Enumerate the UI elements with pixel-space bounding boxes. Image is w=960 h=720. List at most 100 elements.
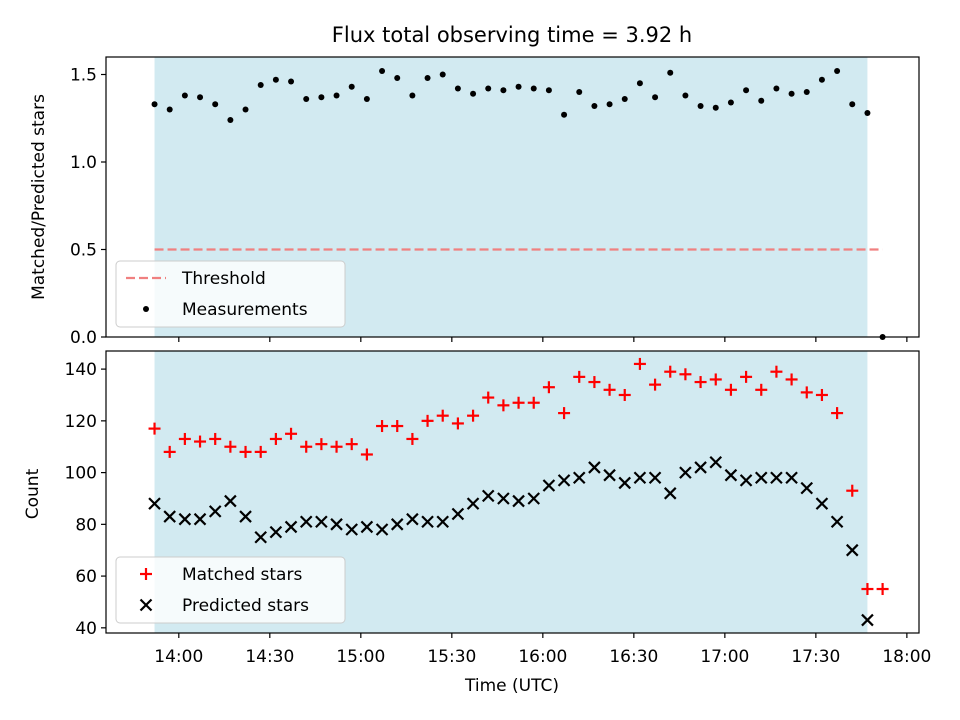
predicted-stars-point <box>800 481 814 495</box>
predicted-stars-point <box>588 461 601 474</box>
measurement-point <box>758 97 765 104</box>
x-tick-label: 15:30 <box>427 647 476 667</box>
predicted-stars-point-b <box>785 471 798 485</box>
predicted-stars-point <box>269 525 283 539</box>
measurement-point <box>834 68 841 74</box>
predicted-stars-point-b <box>633 471 647 485</box>
predicted-stars-point-b <box>315 515 328 529</box>
predicted-stars-point <box>572 471 586 485</box>
measurement-point <box>166 106 173 113</box>
x-tick-label: 14:00 <box>154 647 203 667</box>
x-tick-label: 17:00 <box>700 647 749 667</box>
matched-stars-point <box>391 420 404 433</box>
matched-stars-point <box>406 432 419 445</box>
matched-stars-point <box>679 368 692 381</box>
matched-stars-point <box>376 420 389 433</box>
predicted-stars-point <box>163 510 176 523</box>
predicted-stars-point-b <box>375 523 389 536</box>
bottom-axes-frame <box>105 350 920 634</box>
predicted-stars-point-b <box>163 510 176 523</box>
predicted-stars-point-b <box>224 494 237 508</box>
predicted-stars-point-b <box>269 525 283 539</box>
measurement-point <box>363 96 370 102</box>
measurement-point <box>379 68 386 74</box>
predicted-stars-point <box>193 512 207 526</box>
predicted-stars-point <box>345 523 358 536</box>
predicted-stars-point-b <box>648 471 662 485</box>
matched-stars-point <box>497 399 510 412</box>
predicted-stars-point-b <box>284 520 298 534</box>
measurement-point <box>181 92 188 99</box>
predicted-stars-point <box>148 497 161 510</box>
matched-stars-point <box>770 365 783 378</box>
matched-stars-point <box>633 357 646 370</box>
matched-stars-point <box>512 396 525 409</box>
predicted-stars-point-b <box>754 471 768 485</box>
measurement-point <box>151 101 158 108</box>
predicted-stars-point <box>390 518 404 531</box>
predicted-stars-point <box>254 530 267 544</box>
top-y-axis-label: Matched/Predicted stars <box>29 94 49 300</box>
predicted-stars-point <box>557 474 571 487</box>
predicted-stars-point-b <box>345 523 358 536</box>
measurement-point <box>788 90 795 97</box>
measurement-point <box>621 96 628 102</box>
predicted-stars-point-b <box>239 510 252 523</box>
predicted-stars-point <box>208 505 222 518</box>
predicted-stars-point <box>451 507 465 521</box>
measurement-point <box>849 101 856 108</box>
matched-stars-point <box>527 396 540 409</box>
predicted-stars-point <box>360 520 374 534</box>
top-axes-frame <box>105 56 920 338</box>
predicted-stars-point-b <box>512 494 525 508</box>
predicted-stars-point-b <box>193 512 207 526</box>
matched-stars-point <box>300 440 313 453</box>
measurement-point <box>712 104 719 111</box>
predicted-stars-point <box>709 455 723 469</box>
predicted-stars-point <box>315 515 328 529</box>
matched-stars-point <box>724 383 737 396</box>
bottom-legend: Matched stars Predicted stars <box>115 556 346 624</box>
bottom-legend-box <box>115 556 346 624</box>
x-tick-label: 14:30 <box>245 647 294 667</box>
matched-stars-point <box>603 383 616 396</box>
measurement-point <box>515 83 522 90</box>
predicted-stars-point <box>663 487 677 500</box>
predicted-stars-point-b <box>845 543 859 557</box>
bottom-y-tick-label: 40 <box>75 619 97 639</box>
measurement-point <box>530 85 537 92</box>
predicted-stars-point-b <box>178 512 192 526</box>
matched-stars-point <box>785 373 798 386</box>
matched-stars-point <box>315 438 328 451</box>
measurement-point <box>394 75 401 81</box>
predicted-stars-point-b <box>148 497 161 510</box>
measurement-point <box>318 94 325 101</box>
matched-stars-point <box>209 432 222 445</box>
legend-label: Matched stars <box>182 565 302 585</box>
matched-stars-point <box>269 432 282 445</box>
matched-stars-point <box>861 583 874 596</box>
predicted-stars-point <box>770 471 783 485</box>
measurement-point <box>272 76 279 83</box>
measurement-point <box>682 92 689 99</box>
predicted-stars-point <box>330 518 343 531</box>
measurement-point <box>348 83 355 90</box>
predicted-stars-point <box>618 476 632 490</box>
predicted-stars-point <box>845 543 859 557</box>
measurement-point <box>470 90 477 97</box>
predicted-stars-point <box>497 492 510 505</box>
measurement-point <box>454 85 461 92</box>
measurement-point <box>439 71 446 78</box>
matched-stars-point <box>542 381 555 394</box>
measurement-point <box>485 85 492 92</box>
predicted-stars-point <box>375 523 389 536</box>
matched-stars-point <box>360 448 373 461</box>
predicted-stars-point-b <box>330 518 343 531</box>
measurement-point <box>227 117 234 123</box>
matched-stars-point <box>740 370 753 383</box>
measurement-point <box>803 89 810 95</box>
measurement-point <box>333 92 340 99</box>
measurement-point <box>500 87 507 94</box>
matched-stars-point <box>482 391 495 404</box>
